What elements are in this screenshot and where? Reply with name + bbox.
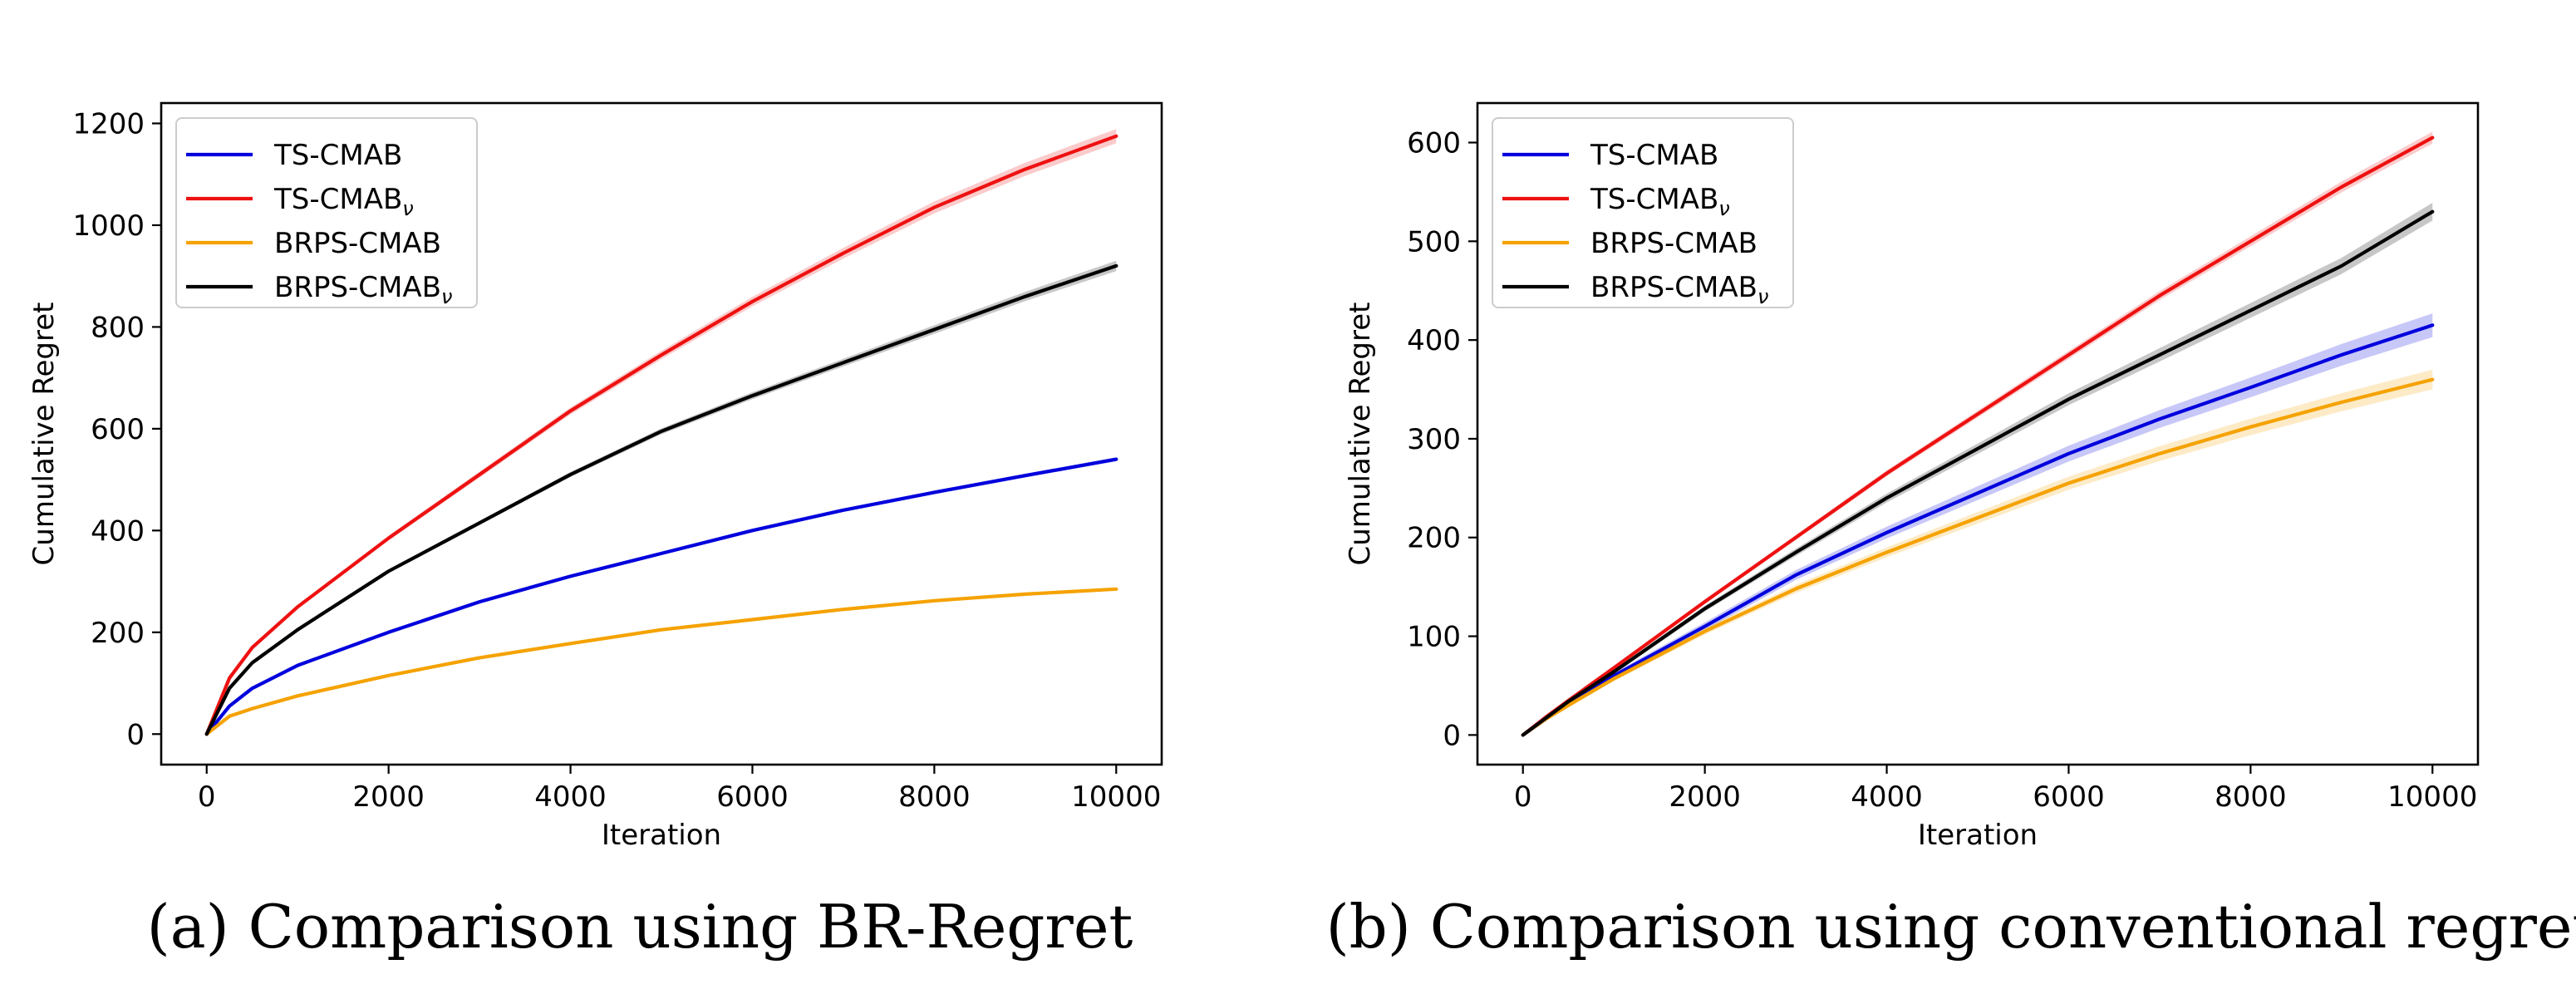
legend-subscript: ν <box>1718 197 1729 220</box>
panel-a: 0 2000 4000 6000 8000 10000 0 200 400 600 800 1000 1… <box>27 101 1163 962</box>
y-tick-label: 400 <box>1407 324 1461 357</box>
caption: (a) Comparison using BR-Regret <box>147 892 1133 962</box>
series-line <box>204 263 1118 736</box>
series-band <box>1522 369 2433 736</box>
legend-name: BRPS-CMAB <box>274 271 441 304</box>
y-tick-label: 600 <box>91 413 145 446</box>
x-tick-label: 2000 <box>1669 780 1741 814</box>
x-tick-label: 0 <box>1514 780 1532 814</box>
x-tick-label: 0 <box>198 780 216 814</box>
axes-frame <box>160 101 1163 766</box>
legend-box <box>175 117 478 308</box>
y-axis-label: Cumulative Regret <box>1344 303 1377 566</box>
y-tick-label: 800 <box>91 311 145 344</box>
legend-name: BRPS-CMAB <box>1590 227 1757 260</box>
y-axis-label: Cumulative Regret <box>27 303 61 566</box>
legend-subscript: ν <box>402 197 413 220</box>
plot-area <box>204 129 1118 736</box>
legend-name: TS-CMAB <box>1590 139 1718 172</box>
x-tick-label: 10000 <box>2387 780 2477 814</box>
series-line <box>204 457 1118 736</box>
x-tick-label: 10000 <box>1071 780 1161 814</box>
y-tick-label: 100 <box>1407 621 1461 654</box>
x-tick-label: 6000 <box>2033 780 2105 814</box>
series-band <box>1522 131 2433 736</box>
series-line <box>204 587 1118 736</box>
y-tick-label: 1000 <box>72 209 145 243</box>
y-tick-label: 1200 <box>72 107 145 140</box>
axes-frame <box>1476 101 2480 766</box>
legend-label: TS-CMAB <box>273 139 402 172</box>
x-tick-label: 4000 <box>534 780 607 814</box>
caption: (b) Comparison using conventional regret <box>1326 892 2576 962</box>
x-axis-label: Iteration <box>602 819 721 852</box>
legend-subscript: ν <box>1757 285 1768 308</box>
legend-name: BRPS-CMAB <box>1590 271 1757 304</box>
x-tick-label: 4000 <box>1851 780 1923 814</box>
series-band <box>1522 203 2433 736</box>
y-tick-label: 500 <box>1407 225 1461 258</box>
legend-label: BRPS-CMAB <box>274 227 441 260</box>
legend-label: TS-CMABν <box>1590 183 1730 220</box>
y-tick-label: 0 <box>126 718 145 751</box>
series-line <box>1521 377 2435 737</box>
x-axis-label: Iteration <box>1918 819 2038 852</box>
legend-name: BRPS-CMAB <box>274 227 441 260</box>
legend-subscript: ν <box>441 285 452 308</box>
legend-label: TS-CMAB <box>1590 139 1718 172</box>
y-tick-label: 0 <box>1443 719 1461 752</box>
legend-label: BRPS-CMAB <box>1590 227 1757 260</box>
series-line <box>1521 209 2435 737</box>
x-tick-label: 6000 <box>716 780 789 814</box>
y-tick-label: 600 <box>1407 127 1461 160</box>
y-tick-label: 200 <box>1407 522 1461 555</box>
x-tick-label: 2000 <box>352 780 425 814</box>
y-tick-label: 200 <box>91 617 145 650</box>
x-tick-label: 8000 <box>2215 780 2287 814</box>
legend-label: TS-CMABν <box>273 183 414 220</box>
legend-name: TS-CMAB <box>1590 183 1718 216</box>
legend-name: TS-CMAB <box>273 183 402 216</box>
plot-area <box>1521 131 2435 737</box>
panel-b: 0 2000 4000 6000 8000 10000 0 100 200 300 400 500 60… <box>1326 101 2576 962</box>
legend-label: BRPS-CMABν <box>274 271 452 308</box>
legend-name: TS-CMAB <box>273 139 402 172</box>
legend-box <box>1492 117 1794 308</box>
legend-label: BRPS-CMABν <box>1590 271 1768 308</box>
series-line <box>204 134 1118 736</box>
y-tick-label: 400 <box>91 514 145 548</box>
y-tick-label: 300 <box>1407 423 1461 456</box>
x-tick-label: 8000 <box>898 780 971 814</box>
